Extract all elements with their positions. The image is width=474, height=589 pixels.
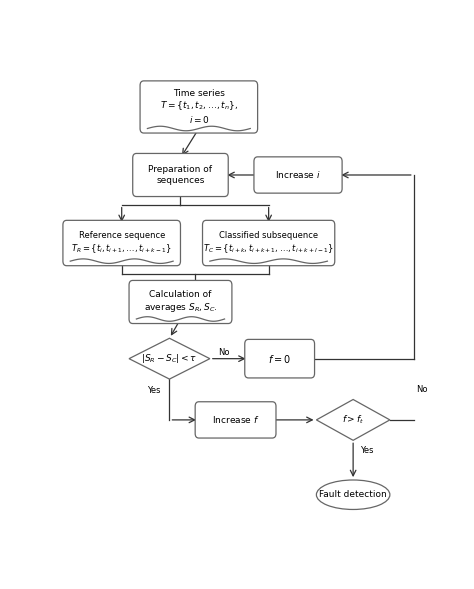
- Text: Yes: Yes: [147, 386, 161, 395]
- Text: No: No: [416, 385, 428, 394]
- Text: Yes: Yes: [360, 446, 374, 455]
- Ellipse shape: [317, 480, 390, 509]
- Text: Preparation of
sequences: Preparation of sequences: [148, 166, 212, 185]
- Text: $f = 0$: $f = 0$: [268, 353, 291, 365]
- Polygon shape: [317, 399, 390, 441]
- FancyBboxPatch shape: [129, 280, 232, 323]
- Text: $|S_R - S_C| < \tau$: $|S_R - S_C| < \tau$: [141, 352, 198, 365]
- Text: Increase $f$: Increase $f$: [212, 415, 259, 425]
- FancyBboxPatch shape: [254, 157, 342, 193]
- Text: Time series
$T = \{t_1, t_2, \ldots, t_n\},$
$i = 0$: Time series $T = \{t_1, t_2, \ldots, t_n…: [160, 89, 238, 125]
- FancyBboxPatch shape: [245, 339, 315, 378]
- FancyBboxPatch shape: [140, 81, 258, 133]
- Text: Fault detection: Fault detection: [319, 490, 387, 499]
- Text: $f > f_t$: $f > f_t$: [342, 413, 364, 426]
- FancyBboxPatch shape: [133, 154, 228, 197]
- Text: Reference sequence
$T_R = \{t_i, t_{i+1}, \ldots, t_{i+k-1}\}$: Reference sequence $T_R = \{t_i, t_{i+1}…: [72, 231, 172, 255]
- Text: No: No: [218, 348, 229, 358]
- FancyBboxPatch shape: [195, 402, 276, 438]
- Text: Increase $i$: Increase $i$: [275, 170, 321, 180]
- Polygon shape: [129, 338, 210, 379]
- FancyBboxPatch shape: [202, 220, 335, 266]
- Text: Calculation of
averages $S_R, S_C.$: Calculation of averages $S_R, S_C.$: [144, 290, 217, 314]
- FancyBboxPatch shape: [63, 220, 181, 266]
- Text: Classified subsequence
$T_C = \{t_{i+k}, t_{i+k+1}, \ldots, t_{i+k+l-1}\}$: Classified subsequence $T_C = \{t_{i+k},…: [203, 231, 334, 255]
